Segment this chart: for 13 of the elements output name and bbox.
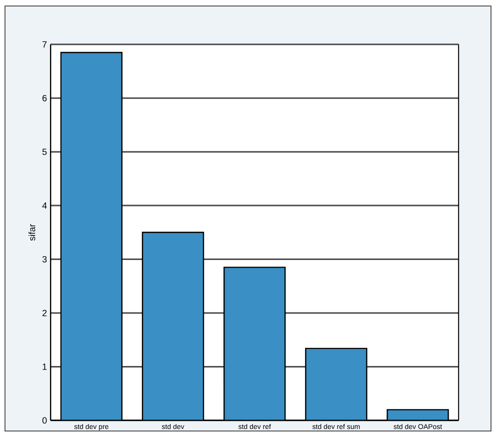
bar [142, 232, 204, 420]
y-tick-label: 7 [42, 41, 47, 48]
y-tick-label: 0 [42, 417, 47, 424]
y-axis-title: sifar [28, 224, 36, 241]
y-tick-label: 1 [42, 364, 47, 370]
y-tick-label: 6 [42, 94, 47, 102]
y-tick-label: 2 [42, 310, 47, 316]
bar [224, 267, 286, 420]
y-tick-label: 5 [42, 148, 47, 155]
y-tick-label: 4 [42, 202, 47, 209]
bar [306, 348, 367, 420]
y-tick-label: 3 [42, 256, 47, 262]
bar [60, 52, 122, 420]
